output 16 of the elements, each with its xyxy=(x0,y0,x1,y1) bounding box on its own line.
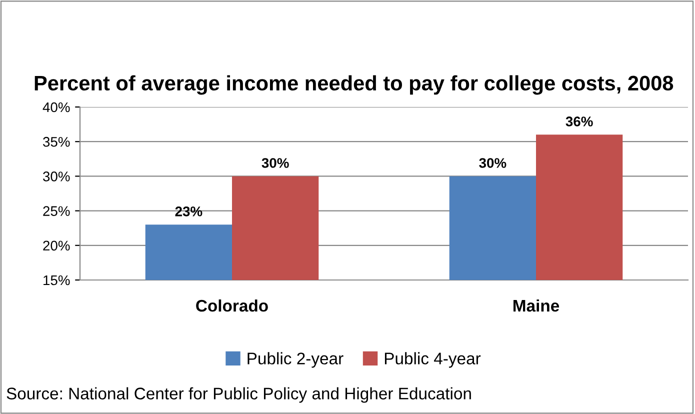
legend-label: Public 4-year xyxy=(384,352,481,368)
y-tick-label: 35% xyxy=(43,136,70,147)
data-label: 30% xyxy=(479,158,506,168)
y-tick-label: 20% xyxy=(43,240,70,251)
data-label: 30% xyxy=(262,158,289,168)
source-note: Source: National Center for Public Policy and Higher Education xyxy=(6,387,471,403)
legend-label: Public 2-year xyxy=(248,352,344,368)
x-tick-label: Maine xyxy=(514,299,560,312)
y-tick-label: 30% xyxy=(43,172,70,182)
x-tick-label: Colorado xyxy=(196,299,268,312)
chart-title: Percent of average income needed to pay for college costs, 2008 xyxy=(34,75,674,95)
y-tick-label: 15% xyxy=(44,275,70,286)
data-label: 23% xyxy=(175,206,202,216)
y-tick-label: 40% xyxy=(42,102,70,112)
y-tick-label: 25% xyxy=(43,206,70,216)
data-label: 36% xyxy=(566,116,593,126)
